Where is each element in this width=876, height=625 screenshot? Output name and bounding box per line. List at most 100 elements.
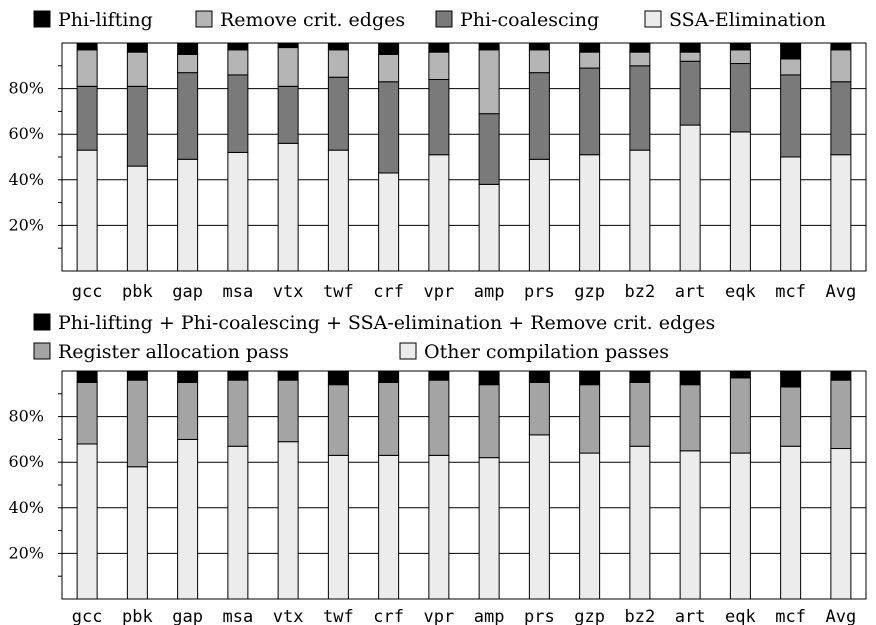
bar-segment-gap-2 xyxy=(177,72,199,160)
bar-segment-twf-4 xyxy=(327,42,349,51)
x-tick-label: gzp xyxy=(574,607,605,625)
bar-segment-gzp-2 xyxy=(579,67,601,156)
bar-segment-crf-1 xyxy=(378,172,400,272)
bar-segment-amp-2 xyxy=(478,384,500,459)
legend-item-1-2-swatch xyxy=(435,10,453,28)
x-tick-label: eqk xyxy=(725,282,756,302)
bar-segment-vtx-2 xyxy=(277,379,299,443)
bar-segment-art-1 xyxy=(679,124,701,272)
x-tick-label: vpr xyxy=(424,607,455,625)
bar-segment-eqk-4 xyxy=(729,42,751,51)
x-tick-label: art xyxy=(675,607,706,625)
bar-segment-bz2-3 xyxy=(629,51,651,67)
bar-segment-eqk-2 xyxy=(729,377,751,454)
chart-2: Phi-lifting + Phi-coalescing + SSA-elimi… xyxy=(8,312,867,625)
y-tick-label: 40% xyxy=(8,170,44,189)
bar-segment-mcf-2 xyxy=(780,386,802,447)
bar-segment-gcc-2 xyxy=(76,381,98,445)
bar-segment-bz2-4 xyxy=(629,42,651,53)
legend-item-1-1-label: SSA-Elimination xyxy=(669,9,826,31)
bar-segment-gap-3 xyxy=(177,53,199,74)
x-tick-label: amp xyxy=(474,607,505,625)
x-tick-label: amp xyxy=(474,282,505,302)
y-tick-label: 20% xyxy=(8,543,44,562)
bar-segment-pbk-1 xyxy=(126,165,148,272)
bar-segment-twf-2 xyxy=(327,384,349,456)
bar-segment-twf-1 xyxy=(327,149,349,272)
bar-segment-amp-1 xyxy=(478,183,500,272)
bar-segment-gcc-3 xyxy=(76,370,98,383)
x-tick-label: art xyxy=(675,282,706,302)
bar-segment-vtx-3 xyxy=(277,47,299,87)
bar-segment-crf-4 xyxy=(378,42,400,55)
legend-item-2-1-label: Other compilation passes xyxy=(424,341,669,363)
legend-item-2-2-label: Register allocation pass xyxy=(58,341,289,363)
bar-segment-twf-2 xyxy=(327,76,349,151)
x-tick-label: bz2 xyxy=(625,282,656,302)
bar-segment-crf-1 xyxy=(378,454,400,600)
x-tick-label: prs xyxy=(524,607,555,625)
bar-segment-pbk-1 xyxy=(126,466,148,600)
bar-segment-vtx-4 xyxy=(277,42,299,49)
bar-segment-vpr-1 xyxy=(428,454,450,600)
bar-segment-amp-3 xyxy=(478,370,500,386)
legend-item-2-1-swatch xyxy=(399,342,417,360)
x-tick-label: pbk xyxy=(122,607,153,625)
bar-segment-vpr-3 xyxy=(428,51,450,80)
bar-segment-vtx-1 xyxy=(277,441,299,600)
bar-segment-Avg-3 xyxy=(830,370,852,381)
bar-segment-gcc-4 xyxy=(76,42,98,51)
bar-segment-eqk-1 xyxy=(729,131,751,272)
bar-segment-gap-1 xyxy=(177,438,199,600)
bar-segment-Avg-3 xyxy=(830,49,852,83)
bar-segment-vpr-1 xyxy=(428,154,450,272)
y-tick-label: 60% xyxy=(8,124,44,143)
bar-segment-bz2-2 xyxy=(629,381,651,447)
bar-segment-prs-1 xyxy=(528,434,550,600)
bar-segment-art-2 xyxy=(679,384,701,452)
bar-segment-prs-3 xyxy=(528,49,550,74)
x-tick-label: mcf xyxy=(775,282,806,302)
bar-segment-gcc-2 xyxy=(76,85,98,151)
bar-segment-prs-2 xyxy=(528,381,550,436)
x-tick-label: eqk xyxy=(725,607,756,625)
bar-segment-Avg-1 xyxy=(830,154,852,272)
bar-segment-pbk-3 xyxy=(126,51,148,87)
legend-item-1-1-swatch xyxy=(644,10,662,28)
x-tick-label: prs xyxy=(524,282,555,302)
legend-item-1-3-swatch xyxy=(195,10,213,28)
bar-segment-eqk-3 xyxy=(729,49,751,65)
bar-segment-prs-2 xyxy=(528,72,550,160)
bar-segment-twf-1 xyxy=(327,454,349,600)
x-tick-label: vtx xyxy=(273,607,304,625)
x-tick-label: Avg xyxy=(826,607,857,625)
bar-segment-mcf-3 xyxy=(780,370,802,388)
bar-segment-crf-3 xyxy=(378,53,400,83)
bar-segment-art-3 xyxy=(679,51,701,62)
bar-segment-gap-2 xyxy=(177,381,199,440)
bar-segment-mcf-4 xyxy=(780,42,802,60)
legend-item-2-2-swatch xyxy=(33,342,51,360)
bar-segment-gzp-3 xyxy=(579,51,601,69)
bar-segment-bz2-2 xyxy=(629,65,651,151)
bar-segment-prs-1 xyxy=(528,158,550,272)
y-tick-label: 60% xyxy=(8,452,44,471)
x-tick-label: msa xyxy=(223,282,254,302)
legend-item-2-3-swatch xyxy=(33,313,51,331)
bar-segment-pbk-4 xyxy=(126,42,148,53)
bar-segment-mcf-2 xyxy=(780,74,802,158)
bar-segment-eqk-3 xyxy=(729,370,751,379)
bar-segment-gcc-1 xyxy=(76,443,98,600)
y-tick-label: 40% xyxy=(8,498,44,517)
bar-segment-msa-3 xyxy=(227,370,249,381)
bar-segment-gzp-2 xyxy=(579,384,601,454)
bar-segment-mcf-1 xyxy=(780,445,802,600)
bar-segment-art-4 xyxy=(679,42,701,53)
bar-segment-bz2-3 xyxy=(629,370,651,383)
x-tick-label: gcc xyxy=(72,282,103,302)
y-tick-label: 20% xyxy=(8,215,44,234)
bar-segment-Avg-2 xyxy=(830,379,852,450)
bar-segment-vpr-4 xyxy=(428,42,450,53)
x-tick-label: msa xyxy=(223,607,254,625)
